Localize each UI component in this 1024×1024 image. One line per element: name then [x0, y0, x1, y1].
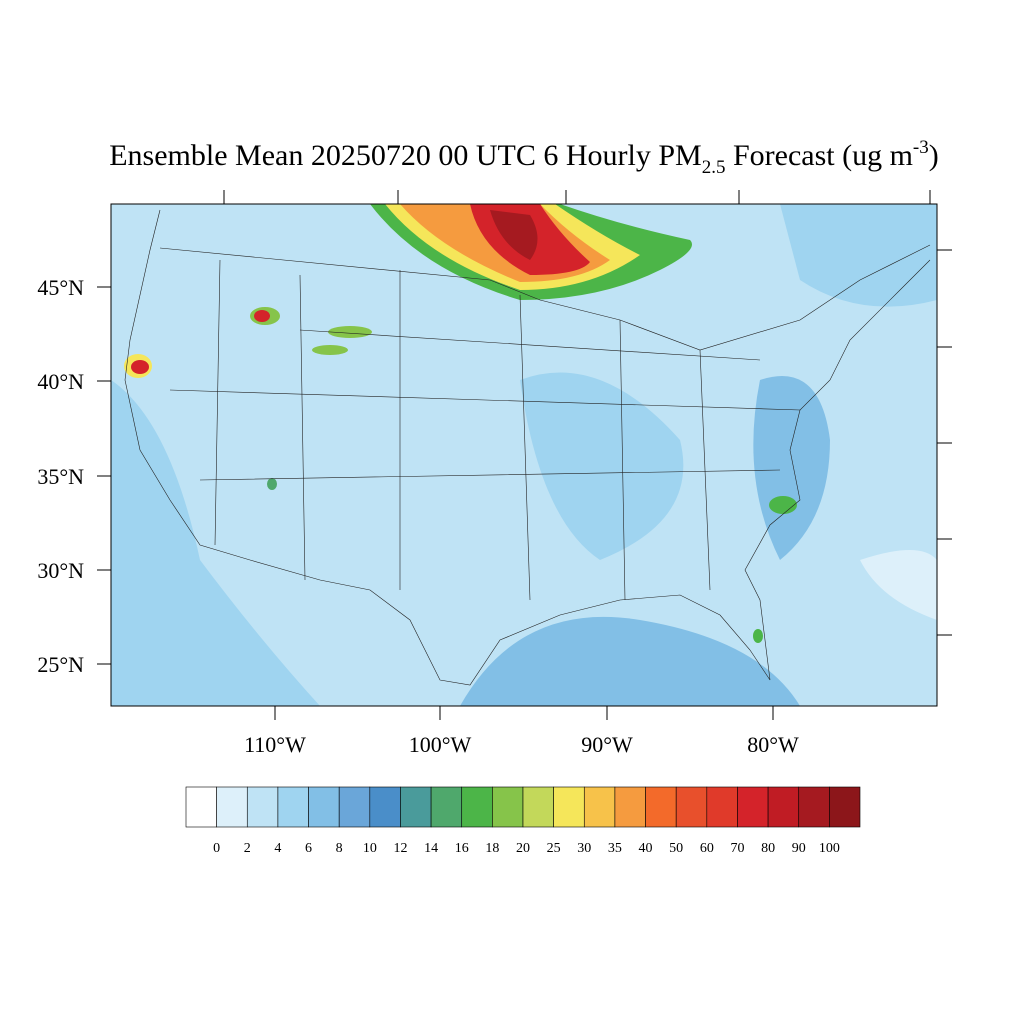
fire-hotspot — [131, 360, 149, 374]
field-area — [860, 550, 937, 620]
fire-hotspot — [328, 326, 372, 338]
fire-hotspot — [753, 629, 763, 643]
colorbar-label: 18 — [485, 841, 499, 856]
colorbar-swatch — [216, 786, 248, 828]
colorbar-swatch — [767, 786, 800, 828]
lat-label: 30°N — [37, 558, 84, 583]
colorbar-swatch — [675, 786, 708, 828]
title-text: Forecast (ug m — [725, 139, 912, 172]
axis-labels: 45°N 40°N 35°N 30°N 25°N 110°W 100°W 90°W 80°W — [37, 275, 799, 757]
colorbar-swatch — [400, 786, 432, 828]
colorbar-label: 40 — [639, 841, 653, 856]
colorbar-swatch — [492, 786, 524, 828]
colorbar-swatch — [369, 786, 401, 828]
colorbar-swatch — [185, 786, 217, 828]
colorbar-label: 35 — [608, 841, 622, 856]
colorbar-label: 10 — [363, 841, 377, 856]
colorbar-swatch — [246, 786, 279, 828]
state-lines — [169, 329, 801, 481]
lon-label: 100°W — [409, 732, 472, 757]
colorbar-swatch — [277, 786, 309, 828]
fire-hotspot — [769, 496, 797, 514]
colorbar-swatch — [798, 786, 830, 828]
colorbar-label: 4 — [274, 841, 281, 856]
field-area — [111, 380, 320, 706]
state-lines — [214, 259, 711, 601]
colorbar-swatch — [553, 786, 585, 828]
title-superscript: -3 — [913, 137, 929, 158]
lon-label: 110°W — [244, 732, 306, 757]
lat-label: 45°N — [37, 275, 84, 300]
colorbar-label: 20 — [516, 841, 530, 856]
fire-hotspot — [254, 310, 270, 322]
border-line — [159, 244, 931, 351]
colorbar: 0 2 4 6 8 10 12 14 16 18 20 25 30 35 40 50 60 70 80 90 100 — [185, 786, 861, 856]
frame-ticks — [97, 190, 952, 720]
field-area — [460, 616, 800, 706]
map-frame — [110, 203, 938, 707]
colorbar-label: 90 — [792, 841, 806, 856]
field-area — [753, 376, 830, 560]
colorbar-label: 8 — [336, 841, 343, 856]
colorbar-label: 14 — [424, 841, 438, 856]
lat-label: 25°N — [37, 652, 84, 677]
map-title: Ensemble Mean 20250720 00 UTC 6 Hourly P… — [109, 137, 939, 178]
colorbar-swatch — [430, 786, 463, 828]
coastline — [124, 209, 931, 686]
colorbar-label: 100 — [819, 841, 840, 856]
field-area — [520, 372, 684, 560]
colorbar-label: 12 — [393, 841, 407, 856]
colorbar-swatch — [614, 786, 646, 828]
concentration-field — [111, 204, 937, 706]
colorbar-swatch — [461, 786, 493, 828]
smoke-plume — [490, 210, 538, 260]
field-area — [780, 204, 937, 307]
title-text: Ensemble Mean 20250720 00 UTC 6 Hourly P… — [109, 139, 701, 172]
colorbar-label: 25 — [547, 841, 561, 856]
colorbar-swatch — [583, 786, 616, 828]
colorbar-label: 30 — [577, 841, 591, 856]
colorbar-label: 2 — [244, 841, 251, 856]
lon-label: 90°W — [581, 732, 633, 757]
colorbar-swatch — [338, 786, 371, 828]
fire-hotspot — [312, 345, 348, 355]
colorbar-swatch — [829, 786, 861, 828]
colorbar-swatch — [737, 786, 769, 828]
title-text: ) — [929, 139, 939, 172]
map-panel — [97, 190, 952, 720]
colorbar-label: 16 — [455, 841, 469, 856]
lat-label: 40°N — [37, 369, 84, 394]
colorbar-label: 80 — [761, 841, 775, 856]
colorbar-label: 0 — [213, 841, 220, 856]
title-subscript: 2.5 — [702, 157, 726, 178]
colorbar-swatch — [308, 786, 340, 828]
colorbar-label: 70 — [730, 841, 744, 856]
colorbar-swatch — [706, 786, 738, 828]
colorbar-label: 6 — [305, 841, 312, 856]
colorbar-swatch — [645, 786, 677, 828]
colorbar-label: 50 — [669, 841, 683, 856]
colorbar-swatch — [522, 786, 554, 828]
fire-hotspot — [267, 478, 277, 490]
lon-label: 80°W — [747, 732, 799, 757]
colorbar-label: 60 — [700, 841, 714, 856]
lat-label: 35°N — [37, 464, 84, 489]
